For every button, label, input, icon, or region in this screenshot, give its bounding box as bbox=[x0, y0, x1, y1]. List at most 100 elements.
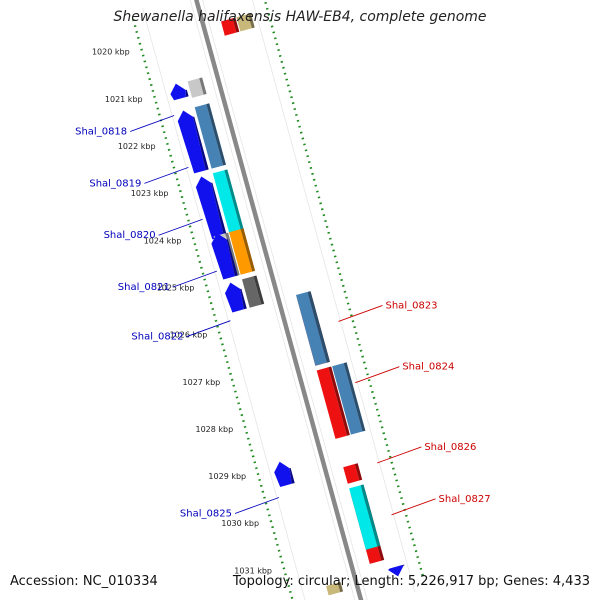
tick-mark bbox=[191, 237, 195, 240]
tick-mark bbox=[406, 520, 410, 523]
tick-mark bbox=[167, 148, 171, 151]
cds-feature-arrow[interactable] bbox=[274, 461, 295, 487]
tick-mark bbox=[377, 414, 381, 417]
tick-mark bbox=[303, 143, 306, 146]
tick-mark bbox=[396, 485, 400, 488]
tick-mark bbox=[348, 308, 352, 311]
gene-label-leader bbox=[377, 446, 422, 464]
tick-mark bbox=[324, 219, 327, 223]
gene-label[interactable]: Shal_0819 bbox=[89, 178, 141, 189]
tick-mark bbox=[195, 248, 198, 252]
tick-mark bbox=[277, 48, 280, 52]
tick-label: 1030 kbp bbox=[221, 519, 259, 528]
tick-mark bbox=[327, 231, 331, 234]
tick-mark bbox=[271, 526, 274, 529]
cog-feature-block[interactable] bbox=[221, 17, 240, 36]
tick-mark bbox=[162, 131, 166, 134]
tick-mark bbox=[359, 349, 363, 352]
cog-feature-block[interactable] bbox=[236, 13, 255, 32]
tick-mark bbox=[182, 201, 185, 204]
gene-label[interactable]: Shal_0821 bbox=[118, 282, 170, 293]
backbone-layer bbox=[142, 0, 416, 600]
tick-mark bbox=[230, 378, 234, 381]
tick-mark bbox=[222, 349, 226, 352]
tick-mark bbox=[175, 178, 179, 181]
tick-mark bbox=[319, 202, 322, 205]
tick-mark bbox=[154, 101, 158, 104]
gene-label[interactable]: Shal_0818 bbox=[75, 126, 127, 137]
tick-mark bbox=[328, 237, 332, 240]
tick-mark bbox=[240, 414, 244, 417]
tick-mark bbox=[314, 184, 318, 187]
cog-feature-block[interactable] bbox=[212, 169, 245, 235]
tick-label: 1026 kbp bbox=[170, 331, 208, 340]
tick-mark bbox=[265, 7, 269, 10]
cds-feature-arrow[interactable] bbox=[195, 176, 227, 240]
tick-mark bbox=[177, 184, 181, 187]
cog-feature-block[interactable] bbox=[296, 291, 330, 366]
cds-feature-arrow[interactable] bbox=[225, 282, 247, 313]
cog-feature-block[interactable] bbox=[242, 275, 265, 308]
gene-label[interactable]: Shal_0820 bbox=[104, 230, 156, 241]
cog-feature-block[interactable] bbox=[194, 103, 226, 169]
tick-mark bbox=[333, 255, 337, 258]
tick-mark bbox=[312, 178, 316, 181]
tick-mark bbox=[367, 379, 371, 382]
gene-label[interactable]: Shal_0822 bbox=[131, 332, 183, 343]
cds-feature-arrow[interactable] bbox=[170, 83, 189, 101]
tick-mark bbox=[238, 408, 242, 411]
tick-mark bbox=[393, 473, 397, 476]
tick-marks-layer bbox=[132, 1, 424, 599]
tick-mark bbox=[364, 367, 368, 370]
cog-feature-block[interactable] bbox=[349, 484, 381, 550]
gene-label[interactable]: Shal_0827 bbox=[439, 494, 491, 505]
cog-feature-block[interactable] bbox=[187, 77, 207, 98]
gene-label[interactable]: Shal_0824 bbox=[402, 362, 454, 373]
tick-mark bbox=[337, 267, 340, 270]
cog-feature-block[interactable] bbox=[326, 582, 344, 596]
tick-label: 1025 kbp bbox=[157, 283, 195, 292]
tick-label: 1021 kbp bbox=[105, 95, 143, 104]
cog-feature-block[interactable] bbox=[343, 463, 363, 484]
tick-mark bbox=[316, 190, 319, 193]
tick-mark bbox=[246, 437, 250, 440]
tick-mark bbox=[335, 261, 339, 264]
tick-mark bbox=[299, 131, 303, 134]
tick-mark bbox=[346, 302, 350, 305]
cog-feature-block[interactable] bbox=[332, 362, 366, 435]
tick-mark bbox=[304, 149, 308, 152]
gene-label-leader bbox=[338, 304, 383, 322]
cog-feature-block[interactable] bbox=[316, 366, 350, 439]
tick-mark bbox=[306, 155, 310, 158]
tick-mark bbox=[275, 43, 279, 46]
tick-mark bbox=[250, 449, 253, 452]
tick-mark bbox=[280, 561, 284, 564]
tick-mark bbox=[383, 438, 387, 441]
tick-mark bbox=[214, 319, 218, 322]
tick-mark bbox=[419, 567, 423, 570]
gene-label[interactable]: Shal_0826 bbox=[424, 442, 476, 453]
tick-mark bbox=[416, 555, 420, 559]
tick-mark bbox=[135, 30, 139, 34]
tick-mark bbox=[225, 360, 229, 364]
gene-label[interactable]: Shal_0825 bbox=[180, 508, 232, 519]
gene-label[interactable]: Shal_0823 bbox=[386, 300, 438, 311]
tick-mark bbox=[209, 302, 213, 305]
tick-label: 1020 kbp bbox=[92, 48, 130, 57]
tick-mark bbox=[206, 290, 210, 293]
cds-feature-arrow[interactable] bbox=[177, 110, 209, 174]
tick-mark bbox=[259, 484, 263, 487]
tick-mark bbox=[340, 278, 344, 282]
tick-mark bbox=[289, 590, 292, 594]
tick-mark bbox=[217, 331, 221, 334]
tick-mark bbox=[307, 160, 311, 164]
cog-feature-block[interactable] bbox=[229, 228, 256, 275]
gene-label-leader bbox=[172, 270, 218, 288]
cds-feature-arrow[interactable] bbox=[211, 233, 238, 280]
tick-mark bbox=[256, 472, 260, 476]
tick-mark bbox=[320, 208, 324, 211]
cds-feature-arrow[interactable] bbox=[388, 564, 405, 577]
tick-mark bbox=[392, 467, 395, 470]
tick-mark bbox=[332, 249, 335, 252]
